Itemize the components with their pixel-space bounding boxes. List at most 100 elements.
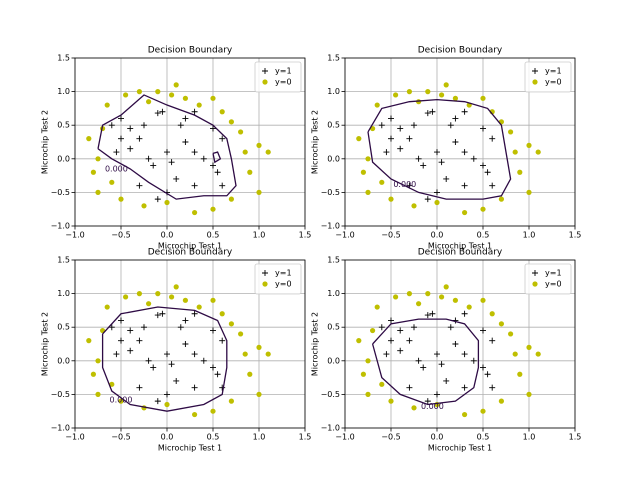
point: [109, 381, 115, 387]
decision-boundary: [367, 99, 512, 200]
y-tick-label: −1.0: [51, 222, 70, 231]
point: [480, 297, 486, 303]
point: [461, 310, 468, 317]
x-tick-label: 1.0: [253, 433, 266, 442]
point: [512, 149, 518, 155]
point: [397, 145, 404, 152]
point: [434, 189, 440, 196]
point: [498, 398, 504, 404]
point: [247, 371, 253, 377]
point: [173, 377, 180, 384]
point: [489, 182, 496, 189]
point: [360, 169, 366, 175]
y-axis-label: Microchip Test 2: [311, 110, 320, 174]
point: [512, 351, 518, 357]
legend-box: [254, 61, 302, 93]
y-tick-label: 1.5: [57, 256, 70, 265]
y-tick-label: 1.0: [57, 289, 70, 298]
subplot: Decision Boundary Microchip Test 1 Microch…: [311, 248, 582, 453]
point: [425, 291, 431, 297]
legend-box: [524, 263, 572, 295]
point: [480, 206, 486, 212]
y-tick-label: 0.0: [57, 154, 70, 163]
point: [443, 377, 450, 384]
point: [219, 182, 226, 189]
y-tick-label: 0.0: [327, 356, 340, 365]
y-tick-label: 0.5: [57, 121, 70, 130]
point: [397, 347, 404, 354]
x-tick-label: 1.5: [299, 231, 312, 240]
point: [466, 304, 472, 310]
point: [443, 82, 449, 88]
point: [219, 135, 226, 142]
subplot: Decision Boundary Microchip Test 1 Microch…: [41, 248, 312, 453]
y-tick-label: −1.0: [321, 424, 340, 433]
x-tick-label: −1.0: [65, 231, 84, 240]
x-tick-label: −1.0: [335, 433, 354, 442]
point: [379, 179, 385, 185]
x-tick-label: 1.5: [569, 231, 582, 240]
subplot: Decision Boundary Microchip Test 1 Microch…: [41, 46, 312, 251]
x-tick-label: 0.0: [161, 231, 174, 240]
decision-boundary: [97, 94, 237, 200]
point: [90, 169, 96, 175]
point: [434, 351, 440, 358]
point: [406, 291, 412, 297]
x-tick-label: 1.0: [523, 433, 536, 442]
axes-frame: [344, 259, 576, 429]
point: [388, 135, 394, 142]
point: [447, 122, 454, 129]
point: [470, 357, 477, 364]
x-tick-label: 1.5: [569, 433, 582, 442]
point: [447, 324, 454, 331]
point: [210, 297, 216, 303]
legend-marker: [532, 270, 538, 276]
contour-label: 0.000: [393, 180, 416, 189]
point: [127, 125, 134, 132]
y-tick-label: 1.0: [57, 87, 70, 96]
point: [113, 149, 120, 156]
point: [145, 155, 152, 162]
point: [256, 189, 262, 195]
point: [210, 408, 216, 414]
point: [411, 122, 417, 129]
y-tick-label: 0.0: [327, 154, 340, 163]
point: [136, 135, 143, 142]
legend-label: y=0: [275, 280, 292, 289]
point: [192, 209, 198, 216]
y-tick-label: 1.0: [327, 289, 340, 298]
point: [526, 344, 532, 350]
y-tick-label: 1.5: [327, 54, 340, 63]
point: [415, 155, 422, 162]
subplot-title: Decision Boundary: [418, 248, 503, 258]
contour-label: 0.000: [421, 402, 444, 411]
point: [141, 122, 147, 129]
x-tick-label: −0.5: [111, 231, 130, 240]
point: [470, 155, 477, 162]
point: [214, 169, 221, 176]
point: [164, 351, 170, 358]
x-axis-label: Microchip Test 1: [158, 242, 222, 251]
y-tick-label: −0.5: [51, 390, 70, 399]
point: [388, 317, 394, 324]
legend-marker: [262, 270, 268, 276]
point: [95, 358, 101, 364]
point: [378, 122, 385, 129]
point: [177, 122, 184, 129]
y-tick-label: −1.0: [51, 424, 70, 433]
point: [210, 364, 216, 371]
point: [439, 294, 445, 300]
point: [118, 135, 124, 142]
legend-label: y=0: [275, 78, 292, 87]
point: [374, 102, 380, 108]
point: [439, 92, 445, 98]
point: [136, 182, 143, 189]
point: [169, 92, 175, 98]
point: [104, 304, 110, 310]
point: [452, 297, 458, 303]
point: [411, 324, 417, 331]
point: [406, 135, 413, 142]
y-axis-label: Microchip Test 2: [41, 312, 50, 376]
point: [508, 331, 514, 337]
